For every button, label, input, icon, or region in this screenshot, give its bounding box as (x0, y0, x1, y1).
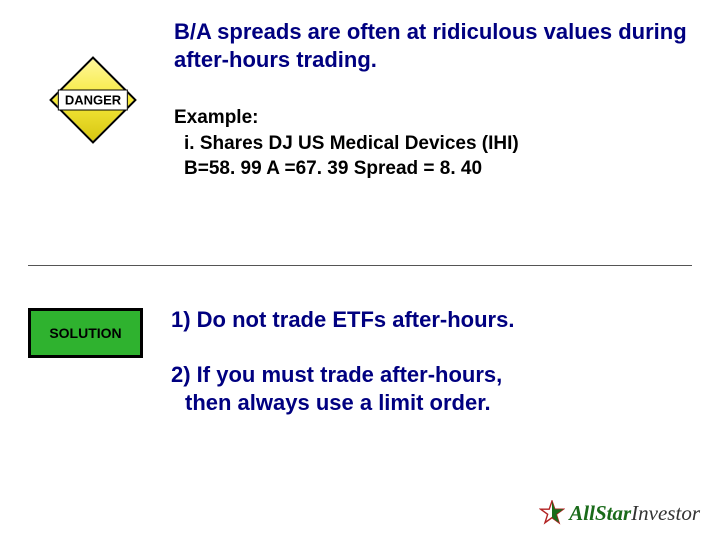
danger-label: DANGER (58, 90, 128, 111)
solution-badge-label: SOLUTION (49, 325, 121, 341)
solutions-content: 1) Do not trade ETFs after-hours. 2) If … (143, 306, 692, 444)
section-divider (28, 265, 692, 266)
star-icon (539, 500, 565, 526)
brand-logo: AllStarInvestor (539, 500, 700, 526)
logo-text: AllStarInvestor (569, 503, 700, 524)
danger-badge: DANGER (49, 56, 137, 144)
solution-item-2-line1: 2) If you must trade after-hours, (171, 361, 692, 390)
slide: DANGER B/A spreads are often at ridiculo… (0, 0, 720, 540)
top-section: DANGER B/A spreads are often at ridiculo… (28, 18, 692, 182)
example-line-2: B=58. 99 A =67. 39 Spread = 8. 40 (174, 156, 692, 182)
danger-badge-column: DANGER (28, 18, 158, 144)
example-line-1: i. Shares DJ US Medical Devices (IHI) (174, 131, 692, 157)
solution-badge: SOLUTION (28, 308, 143, 358)
bottom-section: SOLUTION 1) Do not trade ETFs after-hour… (28, 306, 692, 444)
logo-text-part2: Investor (631, 501, 700, 525)
solution-item-2: 2) If you must trade after-hours, then a… (171, 361, 692, 418)
example-block: Example: i. Shares DJ US Medical Devices… (174, 105, 692, 182)
solution-item-1: 1) Do not trade ETFs after-hours. (171, 306, 692, 335)
logo-text-part1: AllStar (569, 501, 631, 525)
solution-item-2-line2: then always use a limit order. (171, 389, 692, 418)
example-label: Example: (174, 105, 692, 131)
headline-text: B/A spreads are often at ridiculous valu… (174, 18, 692, 73)
danger-content: B/A spreads are often at ridiculous valu… (158, 18, 692, 182)
